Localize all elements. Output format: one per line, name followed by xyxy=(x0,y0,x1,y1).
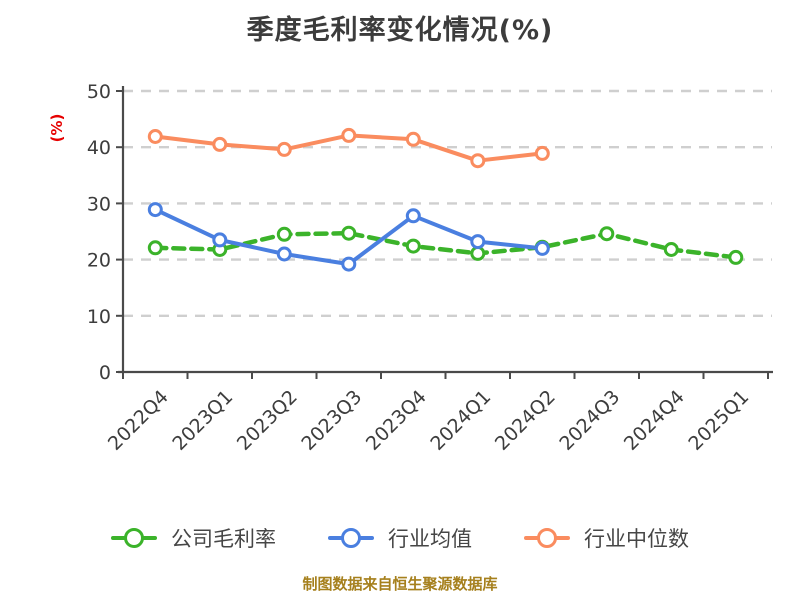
data-point-2 xyxy=(534,145,550,161)
x-tick-label: 2023Q2 xyxy=(233,386,302,455)
data-point-1 xyxy=(534,240,550,256)
x-tick-label: 2025Q1 xyxy=(684,386,753,455)
x-tick-label: 2024Q4 xyxy=(620,386,689,455)
x-tick-label: 2023Q4 xyxy=(362,386,431,455)
y-tick-label: 0 xyxy=(99,362,111,384)
chart-legend: 公司毛利率 行业均值 行业中位数 xyxy=(0,516,800,560)
legend-marker-icon xyxy=(111,528,157,548)
y-tick-label: 40 xyxy=(87,137,111,159)
legend-label: 公司毛利率 xyxy=(171,527,276,551)
data-point-2 xyxy=(212,136,228,152)
y-tick-label: 30 xyxy=(87,193,111,215)
legend-item-1[interactable]: 行业均值 xyxy=(328,523,472,553)
data-point-0 xyxy=(405,238,421,254)
data-point-1 xyxy=(470,234,486,250)
x-tick-label: 2022Q4 xyxy=(104,386,173,455)
data-point-1 xyxy=(212,232,228,248)
chart-title: 季度毛利率变化情况(%) xyxy=(246,15,554,46)
data-point-0 xyxy=(470,245,486,261)
series-line-0 xyxy=(153,230,739,260)
x-tick-label: 2024Q1 xyxy=(426,386,495,455)
data-point-1 xyxy=(341,256,357,272)
x-tick-label: 2024Q2 xyxy=(491,386,560,455)
x-tick-label: 2024Q3 xyxy=(555,386,624,455)
data-point-1 xyxy=(405,208,421,224)
data-point-0 xyxy=(599,226,615,242)
data-point-0 xyxy=(276,226,292,242)
data-point-2 xyxy=(405,131,421,147)
data-point-1 xyxy=(147,202,163,218)
data-source-note: 制图数据来自恒生聚源数据库 xyxy=(302,575,498,593)
data-point-2 xyxy=(276,141,292,157)
legend-marker-icon xyxy=(328,528,374,548)
legend-label: 行业均值 xyxy=(388,527,472,551)
data-point-2 xyxy=(470,153,486,169)
legend-marker-icon xyxy=(524,528,570,548)
line-chart-plot: 0 10 20 30 40 50 2022Q42023Q12023Q22023Q32023Q… xyxy=(48,81,773,455)
data-point-2 xyxy=(147,129,163,144)
y-tick-label: 50 xyxy=(87,81,111,103)
y-tick-label: 10 xyxy=(87,306,111,328)
data-point-0 xyxy=(147,240,163,256)
y-tick-label: 20 xyxy=(87,250,111,272)
data-point-0 xyxy=(341,225,357,241)
x-tick-label: 2023Q3 xyxy=(297,386,366,455)
data-point-0 xyxy=(663,242,679,257)
legend-label: 行业中位数 xyxy=(584,527,689,551)
data-point-1 xyxy=(276,246,292,262)
legend-item-0[interactable]: 公司毛利率 xyxy=(111,523,276,553)
data-point-2 xyxy=(341,127,357,143)
data-point-0 xyxy=(728,249,744,265)
x-tick-label: 2023Q1 xyxy=(168,386,237,455)
y-axis-unit-label: (%) xyxy=(48,114,66,143)
legend-item-2[interactable]: 行业中位数 xyxy=(524,523,689,553)
